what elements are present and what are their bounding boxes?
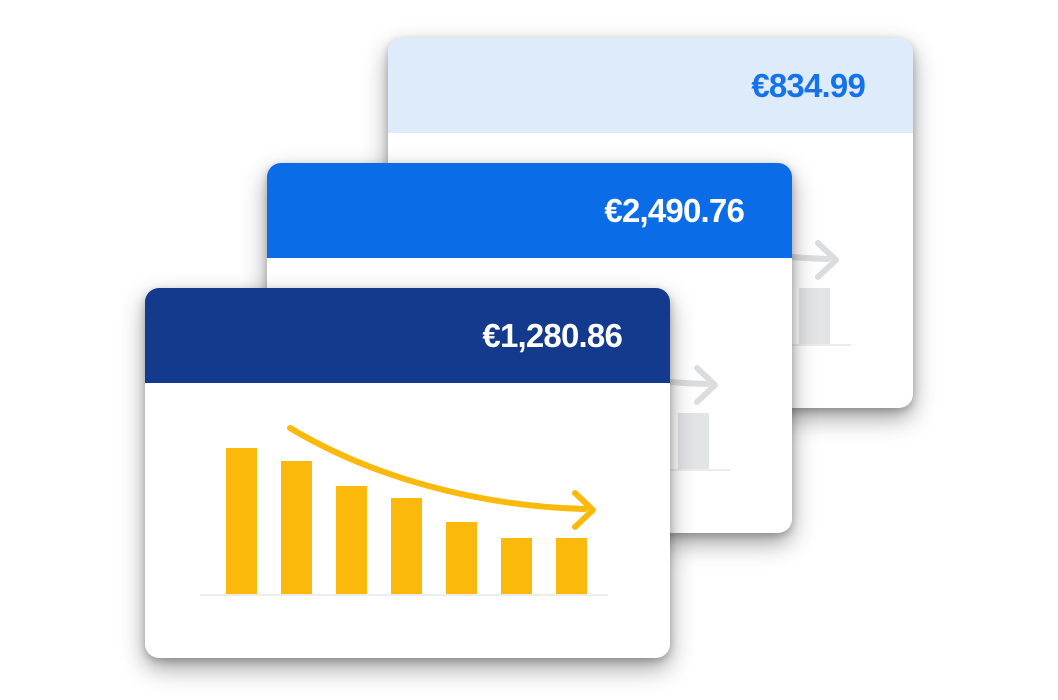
bar-chart [226, 383, 587, 594]
amount-label: €834.99 [751, 66, 865, 104]
chart-bar [556, 538, 587, 594]
chart-bar [678, 413, 709, 469]
chart-bar [446, 522, 477, 594]
card-header: €1,280.86 [145, 288, 670, 383]
amount-label: €2,490.76 [604, 191, 744, 229]
chart-bar [391, 498, 422, 594]
card-body [145, 383, 670, 658]
card-header: €2,490.76 [267, 163, 792, 258]
chart-baseline [200, 594, 608, 596]
chart-bar [799, 288, 830, 344]
chart-bar [501, 538, 532, 594]
chart-bar [226, 448, 257, 594]
chart-bar [336, 486, 367, 594]
invoice-card-front: €1,280.86 [145, 288, 670, 658]
chart-bar [281, 461, 312, 594]
amount-label: €1,280.86 [482, 316, 622, 354]
card-header: €834.99 [388, 38, 913, 133]
